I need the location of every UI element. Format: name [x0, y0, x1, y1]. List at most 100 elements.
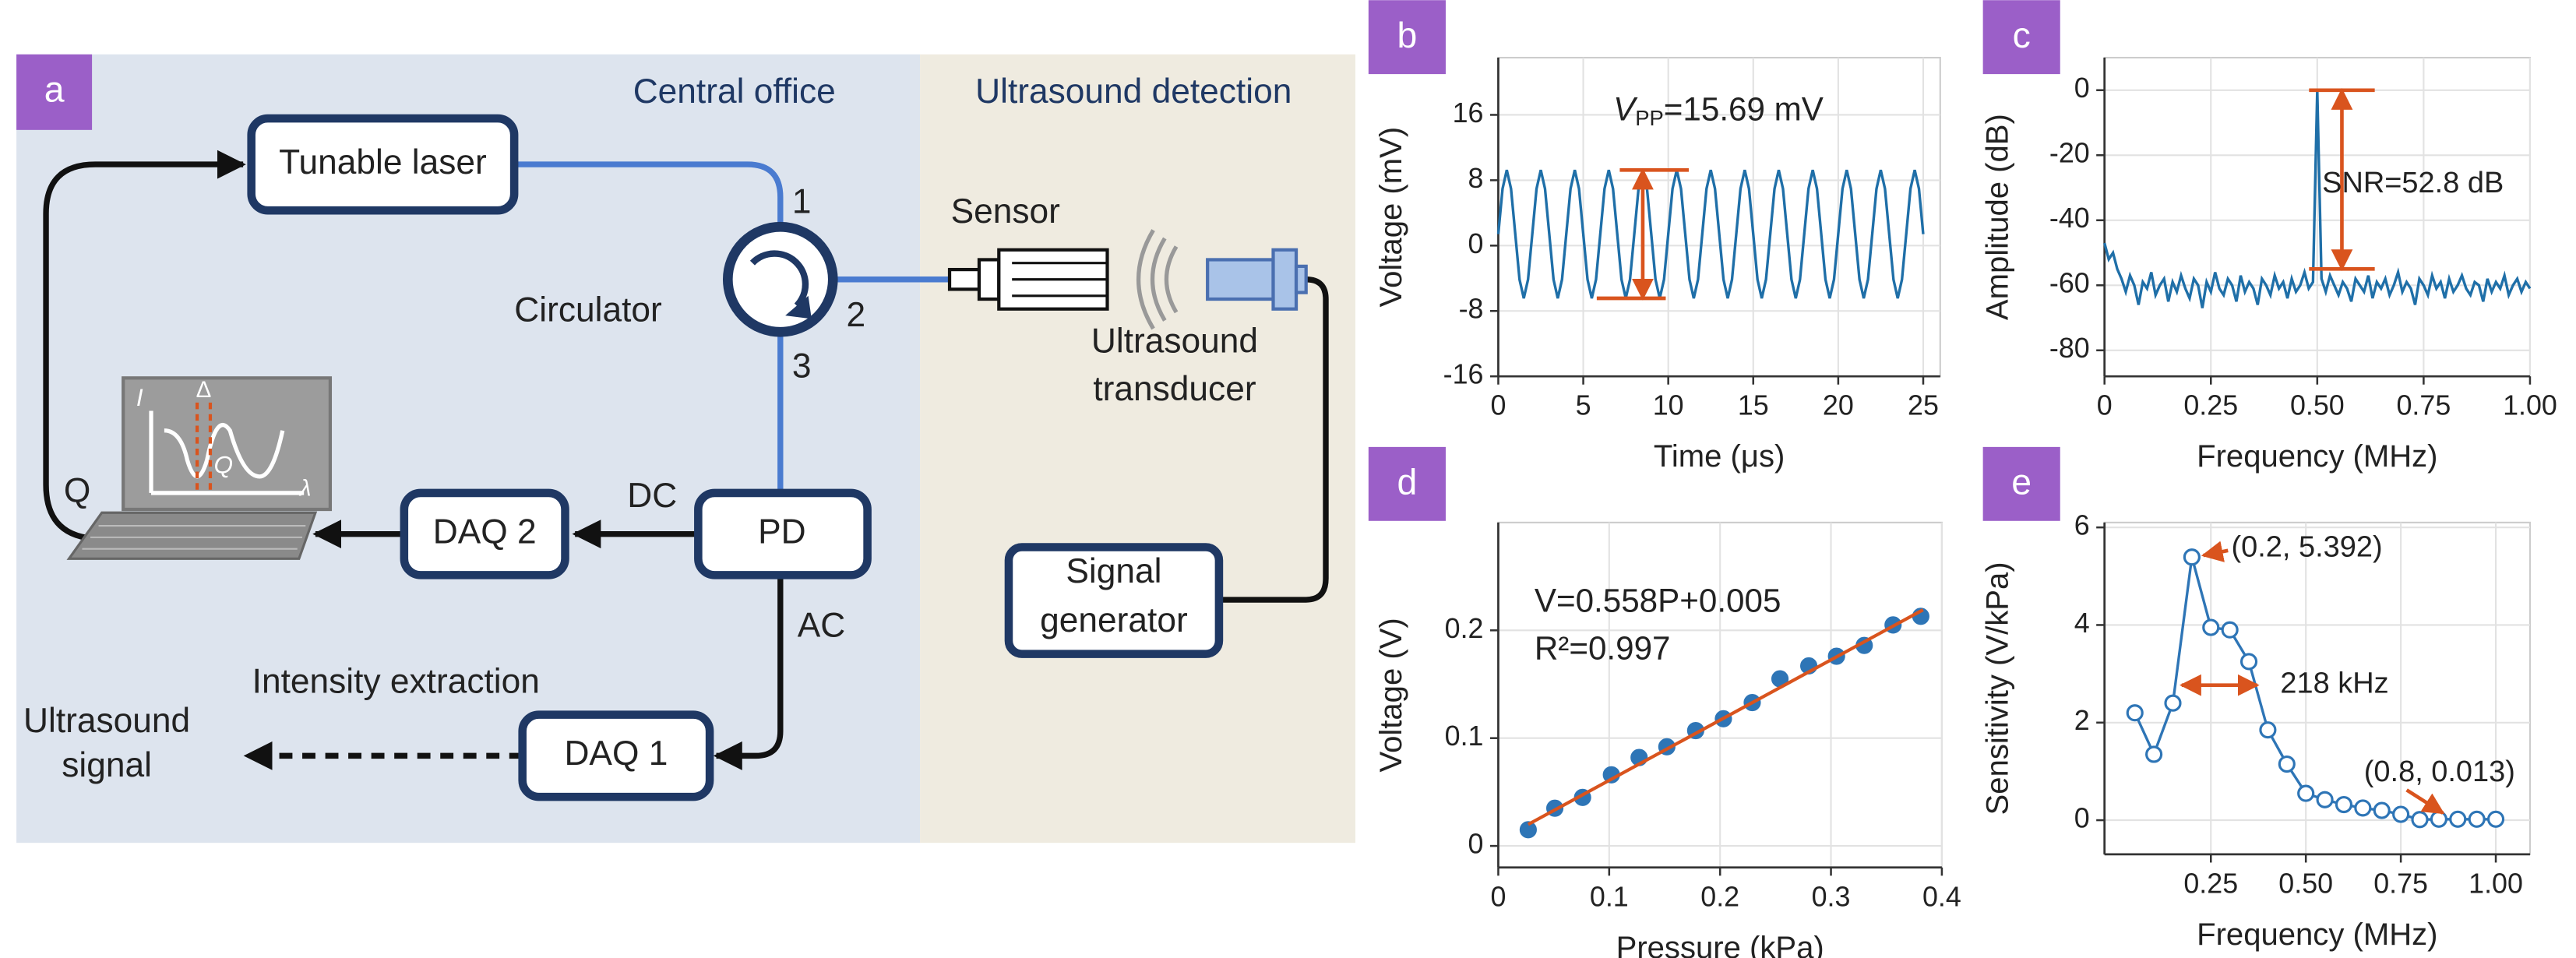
- x-tick-label: 0: [2097, 390, 2113, 421]
- screen-label: I: [136, 383, 143, 411]
- x-axis-label: Frequency (MHz): [2197, 439, 2437, 474]
- x-tick-label: 0: [1490, 881, 1506, 912]
- data-point: [2430, 810, 2447, 828]
- panel-label-box: [1368, 0, 1446, 75]
- wire: [713, 575, 784, 770]
- annotation: R²=0.997: [1535, 630, 1671, 667]
- annotation-arrow: [2201, 541, 2229, 562]
- edge-label: Q: [64, 472, 90, 510]
- fiber: [514, 161, 784, 227]
- x-tick-label: 15: [1738, 390, 1769, 421]
- screen-label: λ: [298, 476, 312, 502]
- y-tick-label: -80: [2049, 333, 2090, 364]
- x-tick-label: 0.75: [2373, 868, 2428, 899]
- panel-label: e: [2011, 462, 2032, 502]
- x-tick-label: 5: [1576, 390, 1591, 421]
- x-tick-label: 0.75: [2397, 390, 2451, 421]
- region-label: Ultrasound detection: [975, 72, 1292, 111]
- circulator-arrow: [749, 250, 809, 308]
- node-label: transducer: [1093, 370, 1256, 408]
- circulator-arrowhead: [785, 295, 812, 319]
- y-tick-label: -40: [2049, 203, 2090, 234]
- annotation: V=0.558P+0.005: [1535, 582, 1781, 618]
- y-tick-label: -20: [2049, 138, 2090, 169]
- panel-label-box: [1368, 446, 1446, 521]
- data-point: [2297, 784, 2315, 802]
- pd-box: [694, 488, 872, 579]
- output-label: signal: [62, 746, 152, 784]
- panel-label: a: [44, 69, 65, 110]
- panel-label-box: [16, 54, 93, 130]
- y-tick-label: -8: [1459, 294, 1484, 325]
- annotation: SNR=52.8 dB: [2322, 167, 2504, 199]
- data-point: [2278, 755, 2296, 773]
- port-label: 3: [792, 347, 812, 385]
- detection-region: [920, 54, 1355, 844]
- node-label: DAQ 1: [564, 734, 668, 773]
- data-point: [2354, 799, 2372, 817]
- data-point: [2259, 721, 2277, 739]
- node-label: PD: [758, 512, 806, 551]
- data-point: [2411, 811, 2429, 829]
- chart: b 0 5 10 15 20 25 -16 -8 0 8 16 Time (μs) Voltage (mV…: [1368, 0, 1941, 474]
- daq1-box: [518, 710, 714, 801]
- screen-label: Δ: [196, 377, 212, 403]
- series-line: [1496, 169, 1925, 299]
- transducer: [1136, 229, 1308, 330]
- x-tick-label: 10: [1653, 390, 1684, 421]
- x-tick-label: 0.50: [2290, 390, 2345, 421]
- data-point: [2145, 745, 2163, 763]
- series-line: [1527, 608, 1924, 826]
- panel-label-box: [1982, 0, 2060, 75]
- generator-box: [1004, 543, 1224, 658]
- annotation: VPP=15.69 mV: [1613, 91, 1824, 131]
- y-axis-label: Sensitivity (V/kPa): [1980, 562, 2014, 815]
- x-tick-label: 0.25: [2183, 390, 2238, 421]
- data-point: [2486, 810, 2505, 828]
- output-label: Ultrasound: [23, 702, 190, 740]
- data-point: [2164, 694, 2182, 712]
- chart: d 0 0.1 0.2 0.3 0.4 0 0.1 0.2 Pressure (kPa) Volta…: [1368, 446, 1961, 958]
- y-tick-label: 0: [2074, 72, 2090, 104]
- x-tick-label: 0: [1490, 390, 1506, 421]
- annotation: 218 kHz: [2280, 667, 2388, 700]
- wire: [1218, 276, 1329, 603]
- screen-label: Q: [214, 451, 234, 479]
- y-tick-label: 6: [2074, 510, 2090, 541]
- data-point: [2183, 548, 2201, 566]
- edge-label: AC: [798, 607, 846, 645]
- annotation-symbol: V: [1613, 91, 1638, 128]
- y-tick-label: 0.2: [1445, 613, 1484, 644]
- port-label: 2: [846, 296, 865, 334]
- annotation: (0.2, 5.392): [2231, 531, 2382, 564]
- data-point: [1519, 821, 1537, 839]
- annotation-text: =15.69 mV: [1664, 91, 1824, 128]
- data-point: [2221, 621, 2239, 639]
- y-tick-label: 8: [1468, 163, 1484, 194]
- y-tick-label: -16: [1443, 359, 1484, 390]
- annotation: (0.8, 0.013): [2364, 755, 2515, 788]
- x-tick-label: 1.00: [2469, 868, 2523, 899]
- y-tick-label: 2: [2074, 705, 2090, 736]
- x-tick-label: 0.25: [2183, 868, 2238, 899]
- y-tick-label: 16: [1453, 97, 1484, 129]
- laptop: [66, 376, 333, 560]
- data-point: [2449, 810, 2467, 828]
- x-tick-label: 0.3: [1812, 881, 1851, 912]
- chart: e 0.25 0.50 0.75 1.00 0 2 4 6 Frequency (MHz) Sens…: [1980, 446, 2532, 952]
- node-label: generator: [1040, 601, 1188, 639]
- node-label: Signal: [1066, 552, 1161, 590]
- port-label: 1: [792, 182, 812, 220]
- node-label: Circulator: [514, 291, 662, 329]
- circulator: [722, 221, 838, 337]
- x-tick-label: 0.2: [1700, 881, 1739, 912]
- sensor: [947, 248, 1109, 311]
- x-tick-label: 1.00: [2503, 390, 2557, 421]
- y-axis-label: Amplitude (dB): [1980, 114, 2014, 320]
- x-tick-label: 0.1: [1590, 881, 1629, 912]
- daq2-box: [400, 488, 569, 579]
- x-axis-label: Time (μs): [1654, 439, 1785, 474]
- node-label: Tunable laser: [279, 143, 487, 181]
